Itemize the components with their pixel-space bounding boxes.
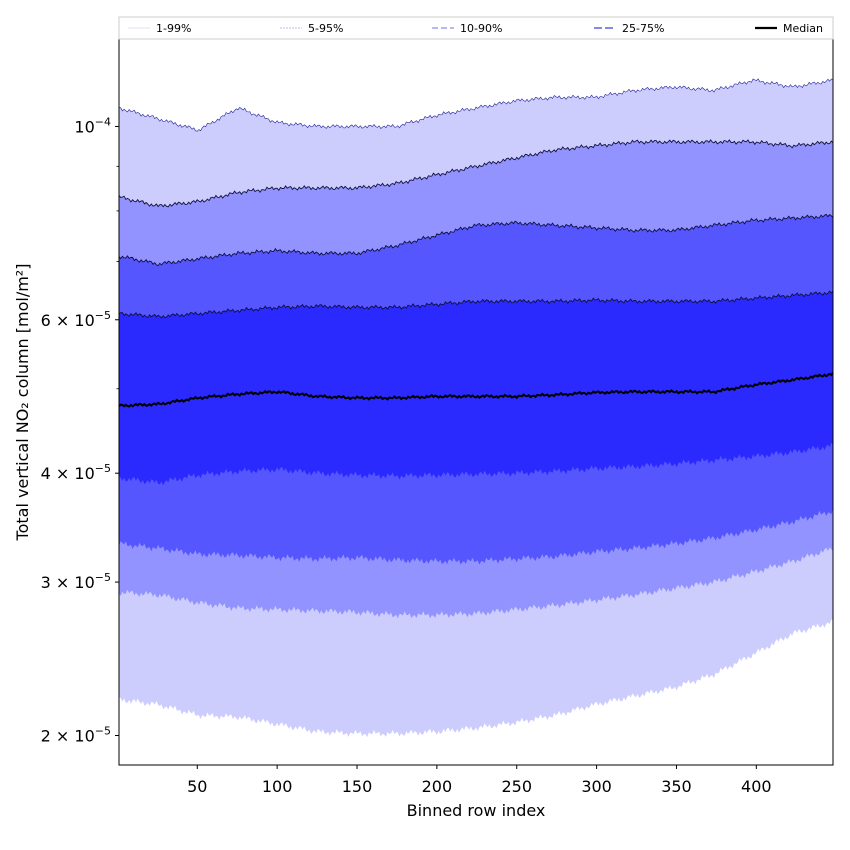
y-tick-label: 6 × 10−5: [41, 309, 111, 330]
y-axis: 2 × 10−5 3 × 10−5 4 × 10−5 6 × 10−5 10−4: [41, 115, 119, 745]
band-upper-edge-1-99%: [119, 78, 833, 132]
x-tick-label: 50: [187, 777, 207, 796]
x-tick-label: 250: [501, 777, 532, 796]
y-axis-label: Total vertical NO₂ column [mol/m²]: [13, 264, 32, 542]
y-tick-label: 3 × 10−5: [41, 571, 111, 592]
y-tick-label: 2 × 10−5: [41, 724, 111, 745]
median-layer: [119, 372, 833, 408]
legend-label: Median: [783, 22, 823, 35]
y-tick-label: 4 × 10−5: [41, 462, 111, 483]
x-tick-label: 350: [661, 777, 692, 796]
band-upper-edge-10-90%: [119, 213, 833, 267]
band-upper-edge-25-75%: [119, 290, 833, 319]
x-tick-label: 150: [342, 777, 373, 796]
band-25-75%: [119, 291, 833, 486]
legend-label: 25-75%: [622, 22, 664, 35]
median-line: [119, 372, 833, 408]
x-tick-label: 300: [581, 777, 612, 796]
x-tick-label: 100: [262, 777, 293, 796]
x-tick-label: 200: [422, 777, 453, 796]
legend-label: 1-99%: [156, 22, 191, 35]
x-axis: 50 100 150 200 250 300 350 400: [187, 765, 772, 796]
bands-layer: [119, 78, 833, 738]
y-tick-label: 10−4: [74, 115, 111, 136]
legend-label: 10-90%: [460, 22, 502, 35]
x-axis-label: Binned row index: [407, 801, 546, 820]
band-upper-edge-5-95%: [119, 139, 833, 208]
legend-label: 5-95%: [308, 22, 343, 35]
legend-frame: [118, 16, 834, 40]
legend: 1-99% 5-95% 10-90% 25-75% Median: [118, 16, 834, 40]
x-tick-label: 400: [741, 777, 772, 796]
